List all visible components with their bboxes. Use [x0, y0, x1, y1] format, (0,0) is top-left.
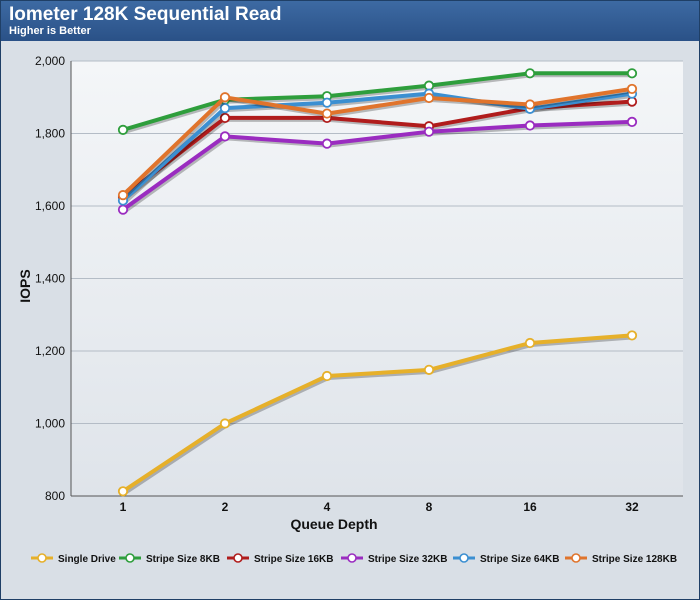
data-point [219, 418, 231, 429]
series-line [121, 119, 633, 212]
series-line-shadow [123, 93, 634, 205]
series-line-shadow [123, 335, 634, 495]
legend-swatch-marker [347, 553, 357, 563]
data-point [321, 97, 333, 108]
x-tick-label: 16 [523, 500, 537, 514]
data-point [321, 138, 333, 149]
legend-swatch-marker [459, 553, 469, 563]
y-tick-label: 1,400 [35, 272, 65, 286]
data-point [423, 364, 435, 375]
y-tick-label: 1,200 [35, 344, 65, 358]
legend-label: Stripe Size 32KB [368, 554, 447, 565]
data-point [626, 116, 638, 128]
legend-swatch-marker [37, 553, 47, 563]
data-point [219, 112, 231, 124]
data-point [524, 68, 536, 79]
data-point [219, 103, 231, 114]
y-tick-label: 1,800 [35, 127, 65, 141]
y-tick-label: 1,000 [35, 417, 65, 431]
data-point [423, 126, 435, 137]
x-tick-label: 8 [426, 500, 433, 514]
x-axis-label: Queue Depth [290, 516, 377, 532]
y-tick-label: 1,600 [35, 199, 65, 213]
x-tick-label: 2 [222, 500, 229, 514]
series-line [121, 86, 633, 197]
legend-swatch-marker [571, 553, 581, 563]
x-tick-label: 32 [625, 500, 639, 514]
y-axis-label: IOPS [17, 269, 33, 302]
legend-label: Stripe Size 64KB [480, 554, 559, 565]
data-point [423, 92, 435, 104]
series-line [121, 333, 633, 493]
legend-label: Single Drive [58, 554, 116, 565]
data-point [117, 124, 129, 135]
header-bar: Iometer 128K Sequential Read Higher is B… [1, 1, 699, 41]
legend-item: Stripe Size 8KB [119, 553, 220, 565]
data-point [626, 83, 638, 95]
legend-item: Stripe Size 64KB [453, 553, 559, 565]
series-line-shadow [123, 88, 634, 199]
x-tick-label: 4 [324, 500, 331, 514]
legend-item: Single Drive [31, 553, 116, 565]
data-point [219, 92, 231, 103]
legend-item: Stripe Size 128KB [565, 553, 677, 565]
data-point [117, 204, 129, 215]
data-point [626, 330, 638, 341]
data-point [626, 68, 638, 79]
data-point [117, 190, 129, 201]
legend-label: Stripe Size 128KB [592, 554, 677, 565]
y-tick-label: 800 [45, 489, 65, 503]
data-point [524, 99, 536, 110]
series-6 [117, 83, 638, 201]
legend-item: Stripe Size 32KB [341, 553, 447, 565]
data-point [117, 486, 129, 497]
legend-swatch-marker [233, 553, 243, 563]
series-line-shadow [123, 121, 634, 214]
data-point [321, 370, 333, 382]
series-4 [117, 116, 638, 215]
data-point [524, 337, 536, 349]
legend-item: Stripe Size 16KB [227, 553, 333, 565]
legend-label: Stripe Size 8KB [146, 554, 220, 565]
chart-subtitle: Higher is Better [9, 25, 91, 37]
x-tick-label: 1 [120, 500, 127, 514]
chart-title: Iometer 128K Sequential Read [9, 4, 282, 25]
legend-label: Stripe Size 16KB [254, 554, 333, 565]
data-point [524, 120, 536, 131]
data-point [321, 108, 333, 119]
data-point [219, 131, 231, 142]
series-1 [117, 330, 638, 497]
series-line [121, 91, 633, 203]
y-tick-label: 2,000 [35, 54, 65, 68]
series-line [122, 71, 632, 132]
legend-swatch-marker [125, 553, 135, 563]
